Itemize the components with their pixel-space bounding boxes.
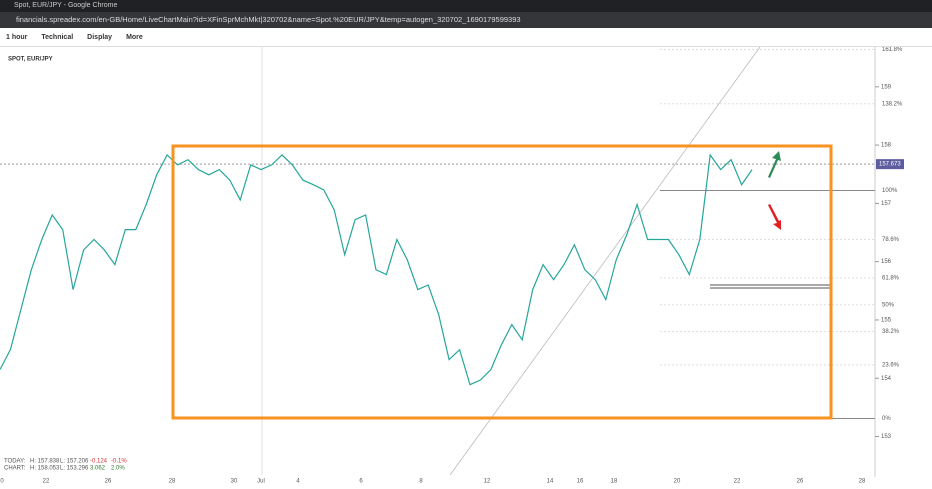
fib-label: 61.8%	[882, 276, 900, 282]
toolbar: 1 hour Technical Display More	[0, 30, 932, 47]
price-label: 157.673	[879, 162, 901, 168]
stat-label: CHART:	[4, 466, 26, 472]
stat-change: 3.062	[90, 466, 106, 472]
x-tick-label: 4	[296, 479, 300, 485]
menu-item[interactable]: More	[126, 34, 143, 41]
y-tick-label: 155	[881, 318, 892, 324]
fib-label: 161.8%	[882, 47, 903, 53]
y-tick-label: 157	[881, 201, 892, 207]
x-tick-label: 28	[859, 479, 866, 485]
x-tick-label: 20	[674, 479, 681, 485]
stat-high: H: 157.838	[30, 459, 60, 465]
x-tick-label: 22	[734, 479, 741, 485]
fib-label: 38.2%	[882, 329, 900, 335]
x-tick-label: 22	[43, 479, 50, 485]
fib-label: 78.6%	[882, 237, 900, 243]
fib-label: 0%	[882, 416, 891, 422]
stat-change: -0.124	[90, 459, 108, 465]
stat-change-pct: 2.0%	[111, 466, 125, 472]
address-bar[interactable]: financials.spreadex.com/en-GB/Home/LiveC…	[0, 12, 932, 28]
stat-low: L: 153.296	[60, 466, 89, 472]
fib-label: 23.6%	[882, 362, 900, 368]
url: financials.spreadex.com/en-GB/Home/LiveC…	[16, 15, 521, 24]
fib-label: 138.2%	[882, 101, 903, 107]
x-tick-label: 0	[0, 479, 4, 485]
menu-item[interactable]: Technical	[41, 34, 74, 41]
highlight-box	[171, 144, 833, 420]
y-tick-label: 153	[881, 434, 892, 440]
menu-item[interactable]: 1 hour	[6, 34, 28, 41]
x-tick-label: 16	[577, 479, 584, 485]
x-tick-label: 30	[231, 479, 238, 485]
fib-label: 50%	[882, 302, 895, 308]
y-tick-label: 158	[881, 143, 892, 149]
stat-label: TODAY:	[4, 459, 26, 465]
x-tick-label: 18	[611, 479, 618, 485]
stat-high: H: 158.053	[30, 466, 60, 472]
y-tick-label: 159	[881, 84, 892, 90]
x-tick-label: Jul	[257, 479, 265, 485]
x-tick-label: 6	[359, 479, 363, 485]
price-tag	[876, 159, 904, 170]
fib-label: 100%	[882, 188, 898, 194]
y-tick-label: 154	[881, 376, 892, 382]
x-tick-label: 8	[419, 479, 423, 485]
chart-bg	[0, 47, 932, 489]
tab-title: Spot, EUR/JPY - Google Chrome	[14, 2, 118, 9]
trend-line	[449, 47, 761, 476]
price-line-series	[0, 153, 753, 386]
arrow-up	[768, 151, 781, 178]
stat-change-pct: -0.1%	[111, 459, 127, 465]
x-tick-label: 14	[547, 479, 554, 485]
x-tick-label: 26	[105, 479, 112, 485]
chart-title: SPOT, EUR/JPY	[8, 57, 53, 63]
x-tick-label: 26	[797, 479, 804, 485]
stat-low: L: 157.206	[60, 459, 89, 465]
menu-item[interactable]: Display	[87, 34, 113, 41]
chart: SPOT, EUR/JPY 153 154 155 156 157 158 159 161.8…	[0, 47, 932, 489]
y-tick-label: 156	[881, 259, 892, 265]
x-tick-label: 12	[484, 479, 491, 485]
title-bar: Spot, EUR/JPY - Google Chrome	[0, 0, 932, 12]
x-tick-label: 28	[169, 479, 176, 485]
arrow-down	[768, 204, 781, 230]
